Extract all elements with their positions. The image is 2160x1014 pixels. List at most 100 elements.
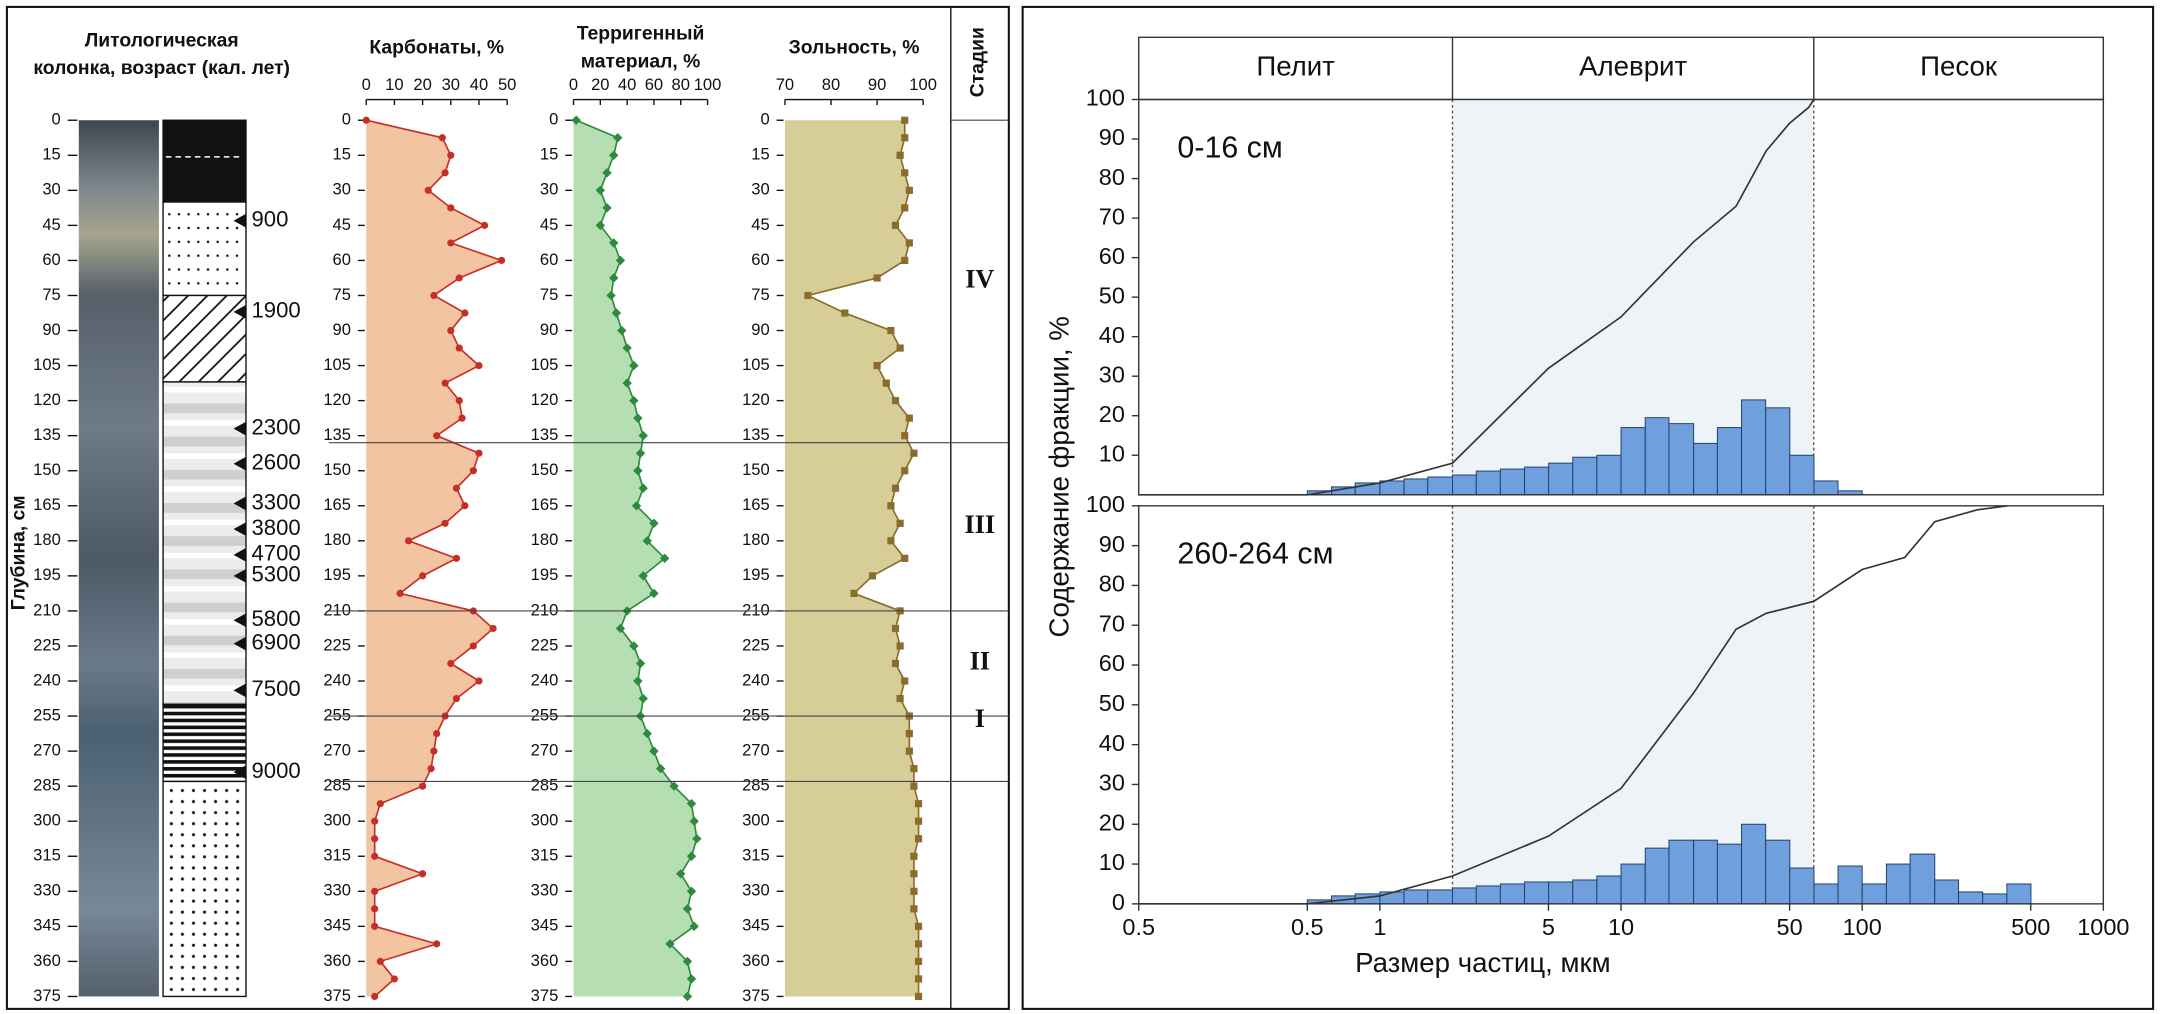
histogram-bar bbox=[1427, 889, 1453, 905]
histogram-bar bbox=[1909, 853, 1936, 905]
profile-marker bbox=[455, 397, 463, 405]
profile-marker bbox=[376, 957, 384, 965]
y-tick-label: 255 bbox=[742, 705, 770, 724]
y-tick-label: 165 bbox=[531, 495, 559, 514]
histogram-bar bbox=[1741, 823, 1767, 905]
histogram-bar bbox=[1403, 889, 1429, 905]
profile-marker bbox=[638, 430, 648, 441]
y-tick-label: 195 bbox=[33, 565, 61, 584]
histogram-bar bbox=[1427, 476, 1453, 496]
y-tick-label: 45 bbox=[751, 215, 769, 234]
profile-area bbox=[784, 120, 919, 997]
stage-label: I bbox=[975, 704, 985, 733]
profile-marker bbox=[638, 483, 648, 493]
y-tick-label: 105 bbox=[742, 355, 770, 374]
profile-marker bbox=[901, 116, 909, 124]
y-tick-label: 360 bbox=[323, 951, 351, 970]
x-tick-label: 0.5 bbox=[1291, 914, 1324, 940]
y-tick-label: 375 bbox=[531, 986, 559, 1005]
profile-marker bbox=[649, 746, 659, 756]
y-tick-label: 375 bbox=[323, 986, 351, 1005]
profile-marker bbox=[396, 589, 404, 597]
y-tick-label: 180 bbox=[33, 530, 61, 549]
histogram-bar bbox=[1765, 407, 1791, 496]
y-tick-label: 150 bbox=[323, 460, 351, 479]
y-tick-label: 70 bbox=[1099, 610, 1125, 636]
age-label: 3300 bbox=[252, 489, 301, 514]
profile-marker bbox=[430, 291, 438, 300]
histogram-bar bbox=[1548, 881, 1574, 905]
y-tick-label: 120 bbox=[531, 390, 559, 409]
y-tick-label: 240 bbox=[323, 670, 351, 689]
y-tick-label: 75 bbox=[333, 285, 351, 304]
core-photo bbox=[78, 120, 159, 997]
y-tick-label: 240 bbox=[742, 670, 770, 689]
column-title: Литологическая bbox=[85, 30, 239, 52]
histogram-bar bbox=[1789, 454, 1815, 496]
profile-marker bbox=[371, 887, 379, 895]
y-tick-label: 345 bbox=[33, 916, 61, 935]
y-tick-label: 75 bbox=[42, 285, 60, 304]
profile-marker bbox=[905, 747, 913, 755]
profile-marker bbox=[447, 326, 455, 335]
profile-marker bbox=[910, 449, 918, 457]
profile-marker bbox=[905, 186, 913, 194]
histogram-bar bbox=[1644, 417, 1670, 496]
y-tick-label: 40 bbox=[1099, 730, 1125, 756]
y-tick-label: 45 bbox=[42, 215, 60, 234]
y-tick-label: 50 bbox=[1099, 282, 1125, 308]
profile-marker bbox=[455, 344, 463, 352]
profile-marker bbox=[682, 991, 693, 1002]
histogram-bar bbox=[1716, 843, 1743, 905]
y-tick-label: 210 bbox=[323, 600, 351, 619]
y-axis-label: Содержание фракции, % bbox=[1044, 316, 1075, 637]
y-tick-label: 360 bbox=[742, 951, 770, 970]
profile-marker bbox=[430, 747, 438, 755]
age-marker bbox=[233, 683, 246, 698]
profile-marker bbox=[371, 852, 379, 860]
profile-marker bbox=[896, 694, 904, 703]
histogram-bar bbox=[1789, 867, 1815, 905]
profile-marker bbox=[371, 905, 379, 913]
lithology-layer bbox=[162, 703, 247, 783]
y-tick-label: 80 bbox=[1099, 571, 1125, 597]
histogram-bar bbox=[1813, 883, 1839, 905]
y-tick-label: 330 bbox=[531, 881, 559, 900]
profile-marker bbox=[447, 204, 455, 212]
histogram-bar bbox=[1596, 875, 1622, 905]
zone-label: Пелит bbox=[1256, 51, 1335, 82]
profile-marker bbox=[371, 922, 379, 930]
x-tick-label: 1 bbox=[1373, 914, 1386, 940]
profile-marker bbox=[896, 519, 904, 527]
y-tick-label: 0 bbox=[342, 110, 351, 129]
histogram-bar bbox=[1934, 879, 1960, 905]
y-tick-label: 135 bbox=[323, 425, 351, 444]
profile-marker bbox=[362, 116, 370, 124]
y-tick-label: 90 bbox=[540, 320, 558, 339]
y-tick-label: 70 bbox=[1099, 203, 1125, 229]
cumulative-curve bbox=[1138, 505, 2008, 905]
y-tick-label: 0 bbox=[52, 110, 61, 129]
column-title: колонка, возраст (кал. лет) bbox=[33, 57, 290, 79]
lithology-layer bbox=[162, 119, 247, 203]
profile-marker bbox=[447, 151, 455, 159]
y-tick-label: 195 bbox=[323, 565, 351, 584]
profile-marker bbox=[424, 186, 432, 194]
y-tick-label: 330 bbox=[323, 881, 351, 900]
y-tick-label: 60 bbox=[42, 250, 60, 269]
y-tick-label: 270 bbox=[323, 740, 351, 759]
y-tick-label: 210 bbox=[742, 600, 770, 619]
y-tick-label: 80 bbox=[1099, 164, 1125, 190]
zone-label: Алеврит bbox=[1579, 51, 1687, 82]
age-marker bbox=[233, 496, 246, 511]
profile-marker bbox=[497, 256, 506, 265]
profile-marker bbox=[475, 449, 483, 457]
age-marker bbox=[233, 765, 246, 780]
profile-marker bbox=[447, 239, 455, 247]
y-tick-label: 270 bbox=[742, 740, 770, 759]
age-label: 5300 bbox=[252, 562, 301, 587]
histogram-bar bbox=[1837, 865, 1863, 905]
profile-marker bbox=[613, 133, 623, 143]
age-marker bbox=[233, 613, 246, 628]
histogram-bar bbox=[1644, 847, 1670, 905]
